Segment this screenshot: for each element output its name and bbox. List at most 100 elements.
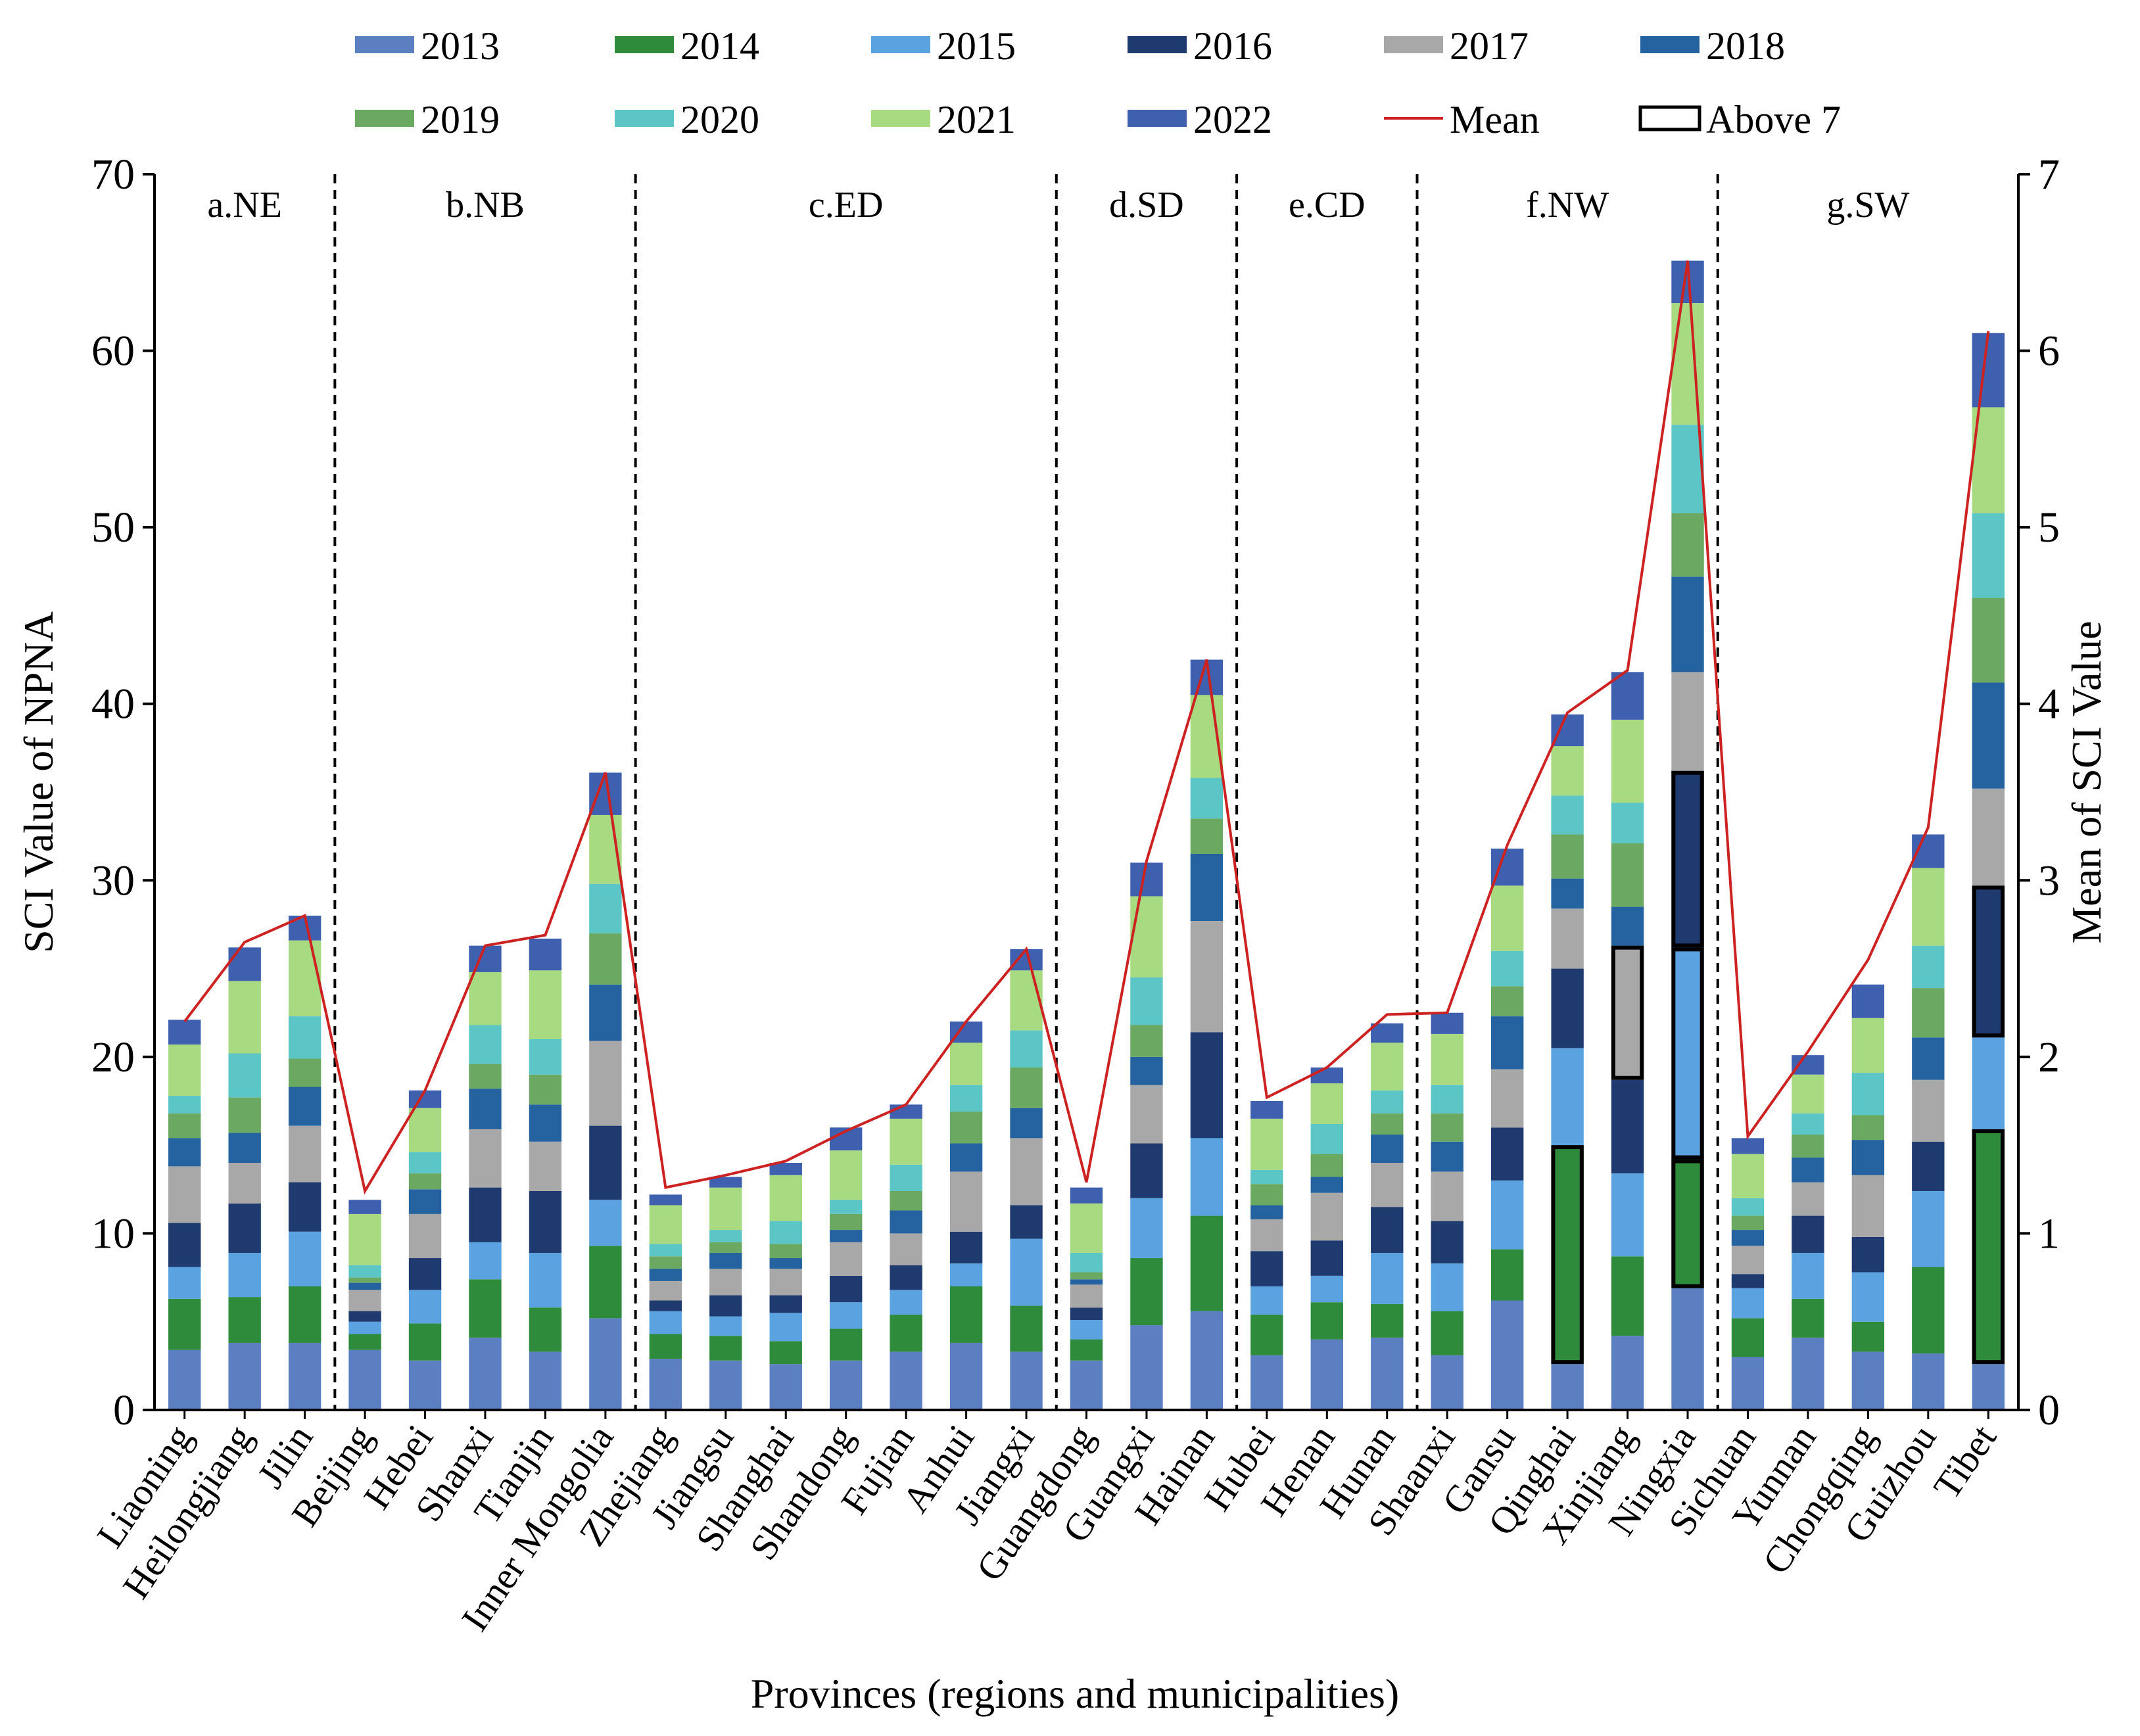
bar-segment-2021 — [1851, 1018, 1885, 1073]
bar-segment-2018 — [1371, 1135, 1404, 1163]
bar-segment-2020 — [1671, 425, 1704, 513]
bar-segment-2015 — [348, 1321, 381, 1334]
bar-stack-qinghai — [1551, 714, 1584, 1410]
bar-segment-2013 — [1792, 1337, 1824, 1410]
bar-segment-2014 — [1972, 1129, 2005, 1365]
bar-segment-2021 — [1070, 1203, 1103, 1253]
left-tick-label: 0 — [113, 1386, 135, 1434]
bar-segment-2017 — [890, 1233, 922, 1265]
bar-segment-2014 — [1671, 1159, 1704, 1288]
right-tick-label: 5 — [2038, 504, 2060, 551]
legend-item-2021: 2021 — [871, 98, 1016, 141]
bar-stack-sichuan — [1731, 1138, 1765, 1410]
left-tick-label: 30 — [91, 856, 135, 904]
plot-area: a.NE b.NB c.ED d.SD e.CD f.NW g.SW — [153, 174, 2020, 1411]
bar-segment-2015 — [1010, 1238, 1043, 1306]
region-label: c.ED — [809, 185, 884, 225]
bar-segment-2019 — [1671, 513, 1704, 577]
bar-segment-2017 — [1912, 1079, 1945, 1142]
bar-stack-tianjin — [529, 938, 562, 1410]
bar-stack-heilongjiang — [228, 947, 261, 1410]
bar-segment-2020 — [769, 1221, 802, 1244]
bar-segment-2013 — [1190, 1311, 1224, 1410]
bar-segment-2015 — [529, 1252, 562, 1308]
bar-segment-2018 — [1912, 1037, 1945, 1080]
bar-segment-2017 — [1792, 1182, 1824, 1216]
bar-segment-2014 — [1551, 1145, 1584, 1365]
bar-segment-2020 — [830, 1200, 863, 1214]
bar-segment-2013 — [1070, 1360, 1103, 1410]
bar-segment-2013 — [1972, 1364, 2005, 1410]
bar-segment-2019 — [1010, 1067, 1043, 1108]
bar-segment-2021 — [168, 1044, 201, 1096]
bar-segment-2013 — [348, 1349, 381, 1410]
bar-segment-2022 — [1551, 714, 1584, 747]
bar-segment-2015 — [1431, 1263, 1463, 1311]
bar-segment-2022 — [1972, 333, 2005, 408]
bar-segment-2013 — [168, 1349, 201, 1410]
bar-segment-2021 — [1490, 885, 1524, 951]
bar-stack-shaanxi — [1431, 1012, 1463, 1410]
bar-segment-2014 — [1490, 1249, 1524, 1301]
bar-segment-2017 — [709, 1269, 742, 1296]
bar-segment-2020 — [649, 1244, 682, 1257]
bar-segment-2020 — [1190, 778, 1224, 819]
bar-stack-guangxi — [1130, 862, 1163, 1410]
bar-segment-2018 — [529, 1104, 562, 1142]
bar-stack-beijing — [348, 1200, 381, 1410]
right-tick-label: 0 — [2038, 1386, 2060, 1434]
bar-segment-2018 — [769, 1258, 802, 1269]
bar-segment-2021 — [228, 981, 261, 1054]
bar-segment-2017 — [949, 1171, 983, 1232]
bar-segment-2014 — [1912, 1267, 1945, 1354]
bar-segment-2018 — [1490, 1016, 1524, 1069]
bar-stack-anhui — [949, 1021, 983, 1410]
bar-segment-2017 — [168, 1166, 201, 1223]
bar-segment-2022 — [1431, 1012, 1463, 1034]
bar-segment-2015 — [1731, 1288, 1765, 1319]
bar-segment-2015 — [1190, 1138, 1224, 1216]
bar-segment-2020 — [1792, 1113, 1824, 1135]
legend-swatch — [1384, 36, 1443, 53]
bar-segment-2015 — [168, 1267, 201, 1299]
bar-segment-2017 — [529, 1141, 562, 1191]
bar-stack-fujian — [890, 1104, 922, 1410]
bar-segment-2019 — [348, 1277, 381, 1283]
bar-stack-liaoning — [168, 1020, 201, 1410]
right-y-axis: 0 1 2 3 4 5 6 7 — [2018, 151, 2060, 1434]
bar-segment-2015 — [830, 1302, 863, 1329]
bar-segment-2014 — [168, 1298, 201, 1350]
bar-segment-2022 — [709, 1177, 742, 1188]
bar-segment-2014 — [830, 1328, 863, 1361]
bar-segment-2020 — [709, 1230, 742, 1242]
left-tick-label: 40 — [91, 680, 135, 728]
bar-segment-2020 — [228, 1053, 261, 1098]
bar-segment-2019 — [830, 1213, 863, 1231]
bar-segment-2022 — [1310, 1067, 1343, 1084]
bar-segment-2018 — [1190, 854, 1224, 922]
bar-segment-2020 — [1130, 977, 1163, 1025]
bar-segment-2016 — [469, 1187, 502, 1242]
bar-segment-2016 — [1310, 1240, 1343, 1276]
bar-segment-2017 — [228, 1163, 261, 1204]
bar-segment-2020 — [288, 1016, 321, 1059]
bar-segment-2020 — [1912, 945, 1945, 989]
bar-segment-2017 — [1190, 921, 1224, 1033]
bar-segment-2019 — [769, 1244, 802, 1259]
bar-segment-2021 — [1130, 896, 1163, 977]
bar-segment-2022 — [1611, 672, 1644, 720]
bar-segment-2015 — [1130, 1198, 1163, 1259]
bar-segment-2018 — [830, 1230, 863, 1242]
x-tick-label: Tibet — [1925, 1417, 2005, 1507]
bar-segment-2021 — [1310, 1083, 1343, 1124]
bar-segment-2016 — [529, 1190, 562, 1253]
legend-swatch — [871, 110, 930, 127]
bar-segment-2017 — [1431, 1171, 1463, 1221]
bar-segment-2016 — [890, 1265, 922, 1290]
bar-segment-2016 — [1130, 1143, 1163, 1198]
bar-segment-2019 — [469, 1064, 502, 1089]
bar-segment-2020 — [1611, 803, 1644, 843]
bar-segment-2016 — [1731, 1274, 1765, 1288]
bar-segment-2018 — [890, 1210, 922, 1234]
bar-segment-2019 — [1190, 818, 1224, 854]
